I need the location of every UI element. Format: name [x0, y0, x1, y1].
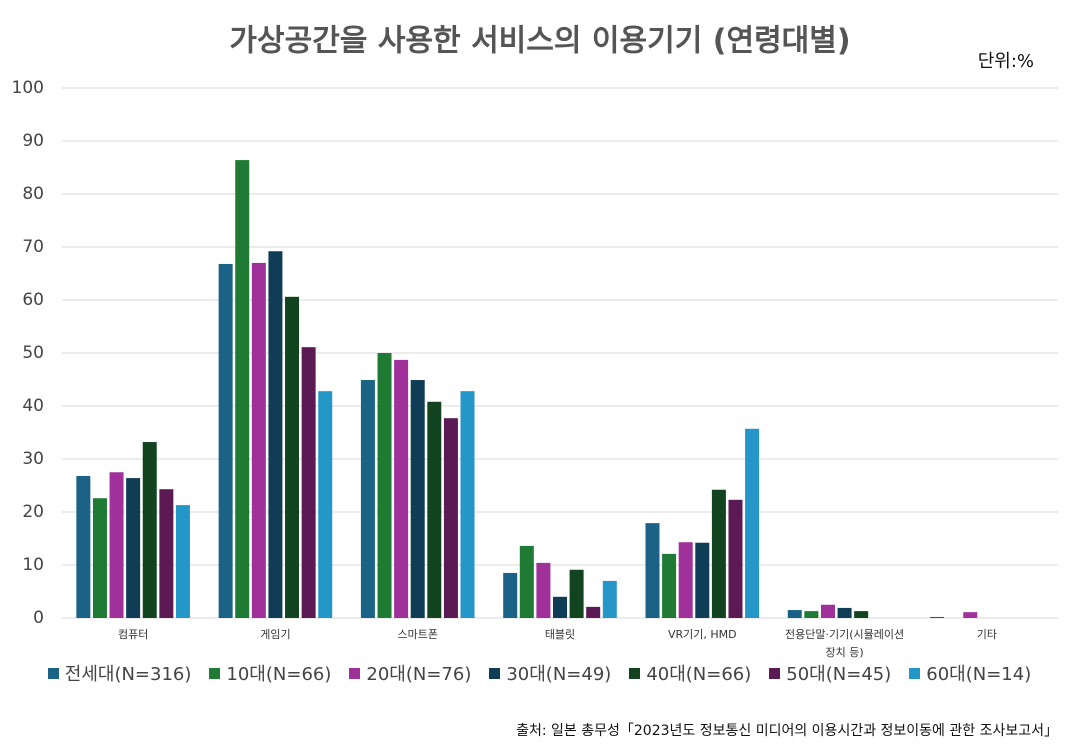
- bar: [394, 359, 409, 618]
- y-tick-label: 50: [22, 343, 44, 363]
- bar: [410, 380, 425, 618]
- legend-label: 40대(N=66): [646, 664, 752, 685]
- bar: [235, 160, 250, 618]
- x-tick-label: 컴퓨터: [117, 628, 149, 641]
- bar: [963, 612, 978, 618]
- bar: [503, 572, 518, 618]
- legend-item: 20대(N=76): [349, 660, 471, 686]
- bar: [142, 442, 157, 618]
- bar: [175, 505, 190, 618]
- y-tick-label: 60: [22, 290, 44, 310]
- legend-swatch: [489, 667, 501, 679]
- legend-label: 전세대(N=316): [64, 664, 192, 685]
- x-tick-label: 스마트폰: [397, 628, 438, 641]
- bar: [569, 569, 584, 618]
- bar: [460, 391, 475, 618]
- bar: [645, 523, 660, 618]
- legend-item: 전세대(N=316): [47, 660, 192, 686]
- x-tick-label: 태블릿: [544, 628, 576, 641]
- legend-item: 60대(N=14): [909, 660, 1031, 686]
- bar: [837, 607, 852, 618]
- bar: [92, 498, 107, 618]
- bar: [820, 604, 835, 618]
- bar: [804, 611, 819, 618]
- legend-label: 20대(N=76): [366, 664, 472, 685]
- legend-label: 50대(N=45): [786, 664, 892, 685]
- bar: [377, 353, 392, 618]
- bar: [318, 391, 333, 618]
- legend-item: 50대(N=45): [769, 660, 891, 686]
- bar: [854, 611, 869, 618]
- bar: [711, 489, 726, 618]
- legend-label: 10대(N=66): [226, 664, 332, 685]
- bar: [536, 562, 551, 618]
- legend-label: 60대(N=14): [926, 664, 1032, 685]
- x-tick-label: 전용단말·기기(시뮬레이션 장치 등): [785, 628, 905, 659]
- bar: [427, 401, 442, 618]
- bar: [602, 580, 617, 618]
- bar: [787, 610, 802, 618]
- legend-swatch: [209, 667, 221, 679]
- chart-title: 가상공간을 사용한 서비스의 이용기기 (연령대별): [229, 24, 850, 59]
- legend-item: 10대(N=66): [209, 660, 331, 686]
- legend-swatch: [47, 667, 59, 679]
- legend-label: 30대(N=49): [506, 664, 612, 685]
- bar: [553, 596, 567, 618]
- y-tick-label: 90: [22, 131, 44, 151]
- y-tick-label: 0: [33, 608, 44, 628]
- bar: [519, 545, 534, 618]
- bar: [268, 251, 283, 619]
- bar: [678, 542, 693, 618]
- bar: [443, 418, 458, 618]
- legend-swatch: [769, 667, 781, 679]
- bar: [695, 542, 710, 618]
- y-tick-label: 10: [22, 555, 44, 575]
- legend-item: 30대(N=49): [489, 660, 611, 686]
- legend-swatch: [629, 667, 641, 679]
- bar: [251, 262, 266, 618]
- bar: [930, 616, 945, 618]
- bar: [159, 489, 174, 618]
- bar: [360, 380, 375, 618]
- x-tick-label: VR기기, HMD: [667, 628, 737, 641]
- bar: [76, 475, 91, 618]
- x-tick-label: 기타: [976, 628, 997, 641]
- legend-item: 40대(N=66): [629, 660, 751, 686]
- legend: 전세대(N=316) 10대(N=66) 20대(N=76) 30대(N=49) 40대…: [0, 660, 1079, 686]
- legend-swatch: [909, 667, 921, 679]
- bar: [285, 296, 300, 618]
- x-tick-label: 게임기: [260, 628, 291, 641]
- y-tick-label: 20: [22, 502, 44, 522]
- legend-swatch: [349, 667, 361, 679]
- bar: [662, 553, 677, 618]
- y-tick-label: 100: [12, 78, 44, 98]
- y-tick-label: 80: [22, 184, 44, 204]
- bar: [728, 499, 743, 618]
- bar: [586, 606, 601, 618]
- bar: [745, 428, 760, 618]
- y-tick-label: 30: [22, 449, 44, 469]
- y-tick-label: 70: [22, 237, 44, 257]
- bar: [301, 347, 316, 618]
- y-tick-label: 40: [22, 396, 44, 416]
- source-note: 출처: 일본 총무성「2023년도 정보통신 미디어의 이용시간과 정보이동에 …: [516, 723, 1058, 739]
- bar: [218, 263, 233, 618]
- bar: [126, 478, 141, 618]
- bar: [109, 472, 124, 618]
- unit-label: 단위:%: [978, 51, 1034, 72]
